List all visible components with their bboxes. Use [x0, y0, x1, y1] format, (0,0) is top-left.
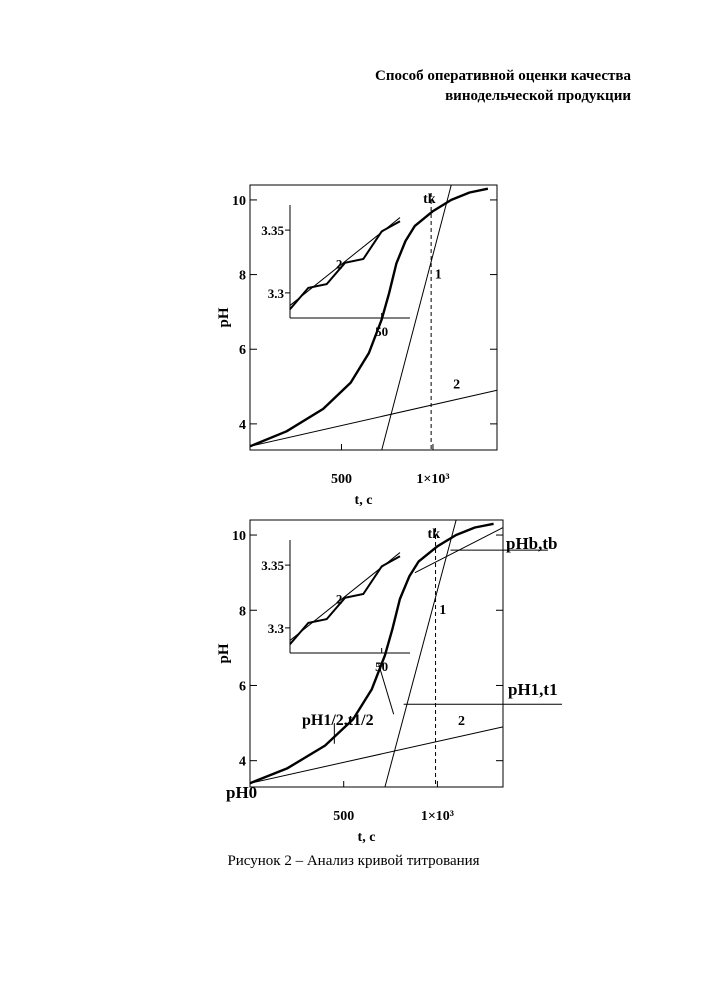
pHb-annotation: pHb,tb: [506, 534, 558, 553]
pH1-annotation: pH1,t1: [508, 680, 558, 699]
y-tick-label: 6: [239, 343, 246, 358]
inset-y-label: 3.3: [268, 286, 285, 301]
chart-top: 4 6 8 10 500 1×10³ t, c pH 1 2 tk 3.35 3.3 50 2: [216, 185, 497, 508]
x-tick-label: 500: [333, 809, 354, 824]
series-2-label: 2: [453, 377, 460, 392]
series-1-label: 1: [439, 603, 446, 618]
series-2-label: 2: [458, 714, 465, 729]
inset-fit-line: [290, 553, 400, 641]
y-axis-label: pH: [216, 643, 232, 663]
inset-y-label: 3.35: [261, 558, 284, 573]
series-2-line: [250, 390, 497, 446]
y-tick-label: 4: [239, 755, 246, 770]
tk-annotation: tk: [423, 192, 436, 207]
y-tick-label: 8: [239, 269, 246, 284]
x-axis-label: t, c: [355, 493, 373, 508]
y-tick-label: 4: [239, 418, 246, 433]
figure-caption: Рисунок 2 – Анализ кривой титрования: [0, 853, 707, 870]
series-2-line: [250, 727, 503, 783]
inset-noisy-curve: [290, 221, 400, 309]
tk-annotation: tk: [428, 527, 441, 542]
y-tick-label: 8: [239, 604, 246, 619]
series-1-label: 1: [435, 267, 442, 282]
x-tick-label: 1×10³: [421, 809, 454, 824]
chart-bottom: 4 6 8 10 500 1×10³ t, c pH 1 2 tk 3.35 3.3 50 2 pHb,tb p…: [216, 520, 562, 845]
y-axis-label: pH: [216, 307, 232, 327]
inset-x-label: 50: [375, 659, 388, 674]
inset-fit-line: [290, 218, 400, 306]
pH0-annotation: pH0: [226, 783, 257, 802]
pH-half-annotation: pH1/2,t1/2: [302, 712, 374, 729]
x-axis-label: t, c: [358, 830, 376, 845]
y-tick-label: 6: [239, 679, 246, 694]
y-tick-label: 10: [232, 529, 246, 544]
x-tick-label: 1×10³: [416, 472, 449, 487]
inset-series-label: 2: [336, 592, 343, 607]
inset-y-label: 3.35: [261, 223, 284, 238]
inset-series-label: 2: [336, 257, 343, 272]
x-tick-label: 500: [331, 472, 352, 487]
inset-y-label: 3.3: [268, 621, 285, 636]
inset-noisy-curve: [290, 556, 400, 644]
inset-x-label: 50: [375, 324, 388, 339]
y-tick-label: 10: [232, 194, 246, 209]
